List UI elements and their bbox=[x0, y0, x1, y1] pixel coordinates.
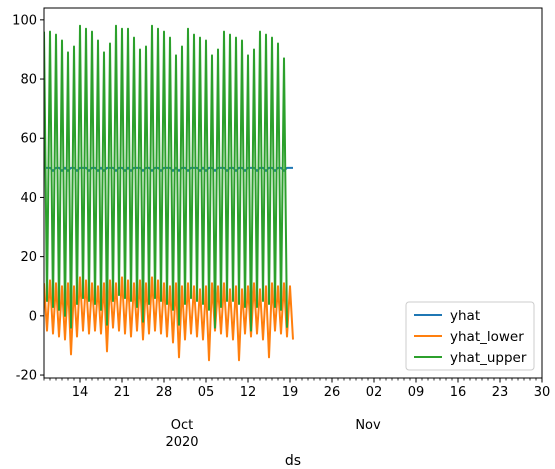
y-tick-label: 0 bbox=[29, 309, 37, 324]
x-tick-label: 16 bbox=[450, 385, 467, 400]
y-tick-label: 20 bbox=[20, 250, 37, 265]
series-line-yhat-upper bbox=[44, 24, 288, 332]
y-tick-label: 80 bbox=[20, 73, 37, 88]
x-axis: 14 21 28 05 12 19 26 02 09 16 23 30 Oct 2020 Nov bbox=[43, 378, 551, 450]
x-tick-label: 14 bbox=[72, 385, 89, 400]
x-tick-label: 02 bbox=[366, 385, 383, 400]
y-tick-label: 100 bbox=[12, 13, 37, 28]
y-tick-label: 40 bbox=[20, 191, 37, 206]
x-month-label: Oct bbox=[171, 418, 193, 433]
x-tick-label: 26 bbox=[324, 385, 341, 400]
x-tick-label: 21 bbox=[114, 385, 131, 400]
y-tick-label: -20 bbox=[16, 369, 37, 384]
y-tick-label: 60 bbox=[20, 132, 37, 147]
x-year-label: 2020 bbox=[165, 435, 198, 450]
legend-label-yhat: yhat bbox=[450, 308, 480, 324]
legend: yhat yhat_lower yhat_upper bbox=[405, 301, 535, 371]
x-tick-label: 19 bbox=[282, 385, 299, 400]
plot-frame bbox=[43, 7, 543, 379]
legend-label-yhat-lower: yhat_lower bbox=[450, 329, 524, 345]
y-axis: -20 0 20 40 60 80 100 bbox=[12, 13, 44, 384]
x-tick-label: 30 bbox=[534, 385, 551, 400]
x-tick-label: 28 bbox=[156, 385, 173, 400]
x-axis-label: ds bbox=[285, 453, 301, 469]
legend-box bbox=[405, 301, 535, 371]
x-tick-label: 23 bbox=[492, 385, 509, 400]
x-tick-label: 09 bbox=[408, 385, 425, 400]
series-layer bbox=[44, 24, 294, 362]
legend-label-yhat-upper: yhat_upper bbox=[450, 350, 527, 366]
x-month-label: Nov bbox=[355, 418, 381, 433]
x-tick-label: 12 bbox=[240, 385, 257, 400]
x-tick-label: 05 bbox=[198, 385, 215, 400]
